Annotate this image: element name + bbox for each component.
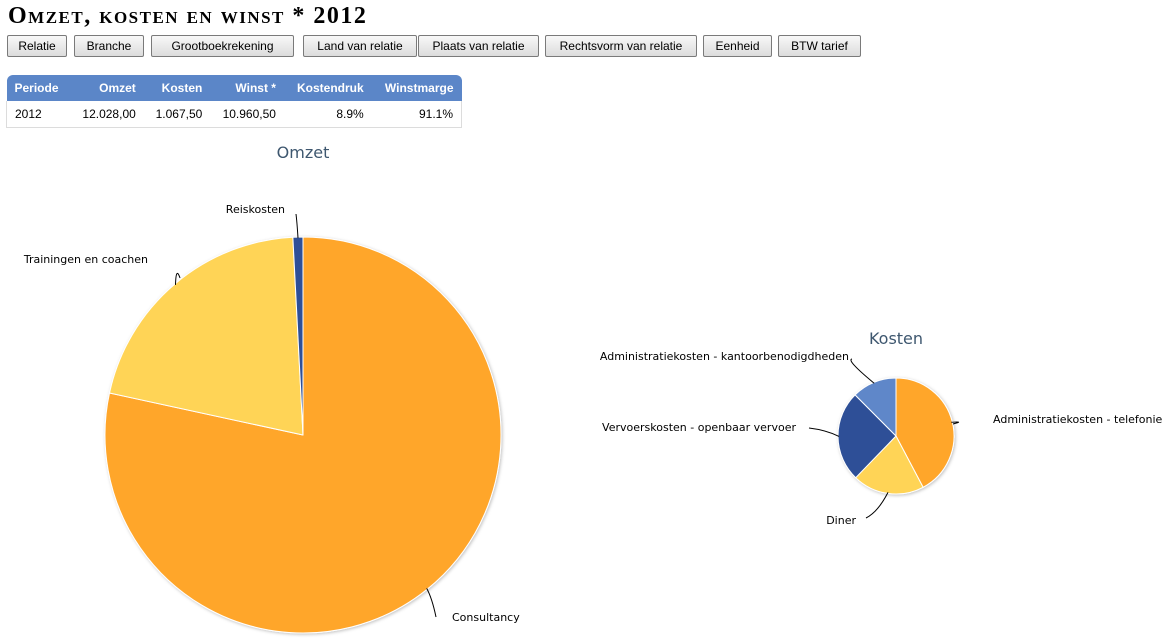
summary-table: Periode Omzet Kosten Winst * Kostendruk … <box>6 75 462 128</box>
kosten-pie-chart: Kosten Administratiekosten - telefonie Di… <box>600 329 1163 527</box>
slice-connector-reiskosten <box>295 213 299 239</box>
cell-kosten: 1.067,50 <box>143 101 211 128</box>
slice-connector-trainingen-en-coachen <box>175 272 181 285</box>
cell-kostendruk: 8.9% <box>283 101 372 128</box>
tab-relatie[interactable]: Relatie <box>7 35 67 57</box>
slice-connector-vervoerskosten-openbaar-vervoer <box>808 427 840 437</box>
slice-label-diner: Diner <box>826 514 856 527</box>
tab-rechtsvorm-van-relatie[interactable]: Rechtsvorm van relatie <box>545 35 697 57</box>
header-winst: Winst * <box>210 75 284 101</box>
slice-label-trainingen-en-coachen: Trainingen en coachen <box>23 253 148 266</box>
header-kosten: Kosten <box>143 75 211 101</box>
tab-land-van-relatie[interactable]: Land van relatie <box>303 35 417 57</box>
summary-header-row: Periode Omzet Kosten Winst * Kostendruk … <box>6 75 462 101</box>
header-kostendruk: Kostendruk <box>283 75 372 101</box>
omzet-pie-chart: Omzet Consultancy Trainingen en coachen Re… <box>23 143 520 634</box>
slice-connector-administratiekosten-telefonie <box>951 421 960 425</box>
tab-btw-tarief[interactable]: BTW tarief <box>778 35 861 57</box>
cell-omzet: 12.028,00 <box>70 101 144 128</box>
table-row: 2012 12.028,00 1.067,50 10.960,50 8.9% 9… <box>6 101 462 128</box>
cell-periode: 2012 <box>6 101 71 128</box>
tab-plaats-van-relatie[interactable]: Plaats van relatie <box>418 35 539 57</box>
slice-label-consultancy: Consultancy <box>452 611 520 624</box>
cell-winstmarge: 91.1% <box>371 101 462 128</box>
slice-label-administratiekosten-kantoorbenodigdheden: Administratiekosten - kantoorbenodigdhed… <box>600 350 849 363</box>
slice-label-reiskosten: Reiskosten <box>226 203 285 216</box>
pie-slice-trainingen-en-coachen <box>109 236 304 436</box>
header-winstmarge: Winstmarge <box>371 75 462 101</box>
page-title: Omzet, kosten en winst * 2012 <box>8 3 368 29</box>
header-periode: Periode <box>6 75 71 101</box>
slice-connector-consultancy <box>426 588 437 618</box>
slice-connector-diner <box>865 492 889 519</box>
omzet-chart-title: Omzet <box>277 143 330 162</box>
slice-connector-administratiekosten-kantoorbenodigdheden <box>850 358 875 384</box>
slice-label-vervoerskosten-openbaar-vervoer: Vervoerskosten - openbaar vervoer <box>602 421 796 434</box>
tab-eenheid[interactable]: Eenheid <box>703 35 772 57</box>
header-omzet: Omzet <box>70 75 144 101</box>
tab-grootboekrekening[interactable]: Grootboekrekening <box>151 35 294 57</box>
cell-winst: 10.960,50 <box>210 101 284 128</box>
kosten-chart-title: Kosten <box>869 329 923 348</box>
tab-branche[interactable]: Branche <box>74 35 144 57</box>
slice-label-administratiekosten-telefonie: Administratiekosten - telefonie <box>993 413 1163 426</box>
